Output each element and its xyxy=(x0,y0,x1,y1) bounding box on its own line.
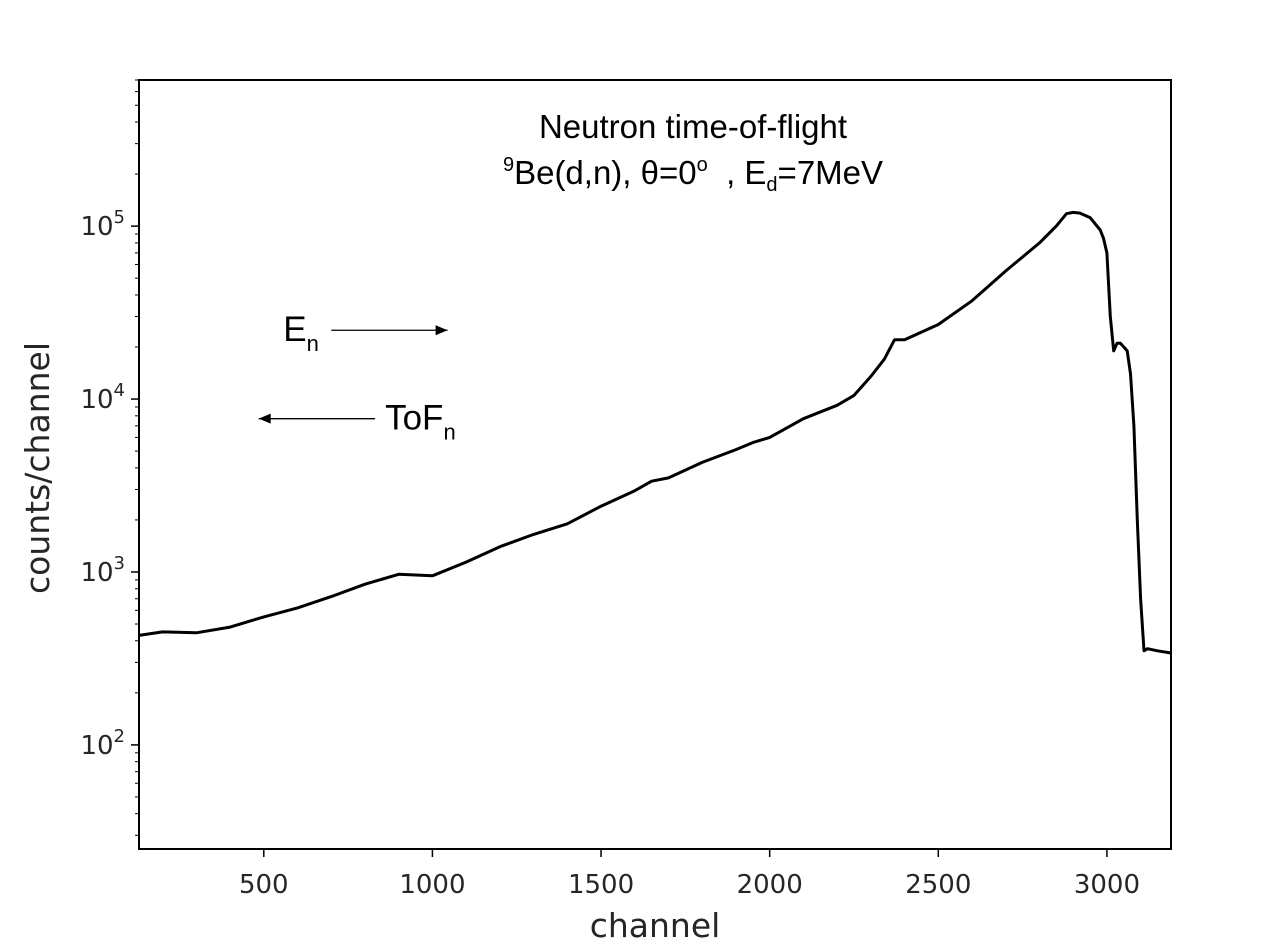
x-tick-label: 500 xyxy=(239,870,289,900)
y-tick-exponent: 3 xyxy=(114,553,125,574)
y-tick-exponent: 5 xyxy=(114,207,125,228)
annotation-subscript: n xyxy=(307,331,319,356)
x-tick-label: 2000 xyxy=(737,870,803,900)
y-axis-label: counts/channel xyxy=(18,342,57,594)
y-axis-minor-ticks xyxy=(135,79,139,836)
y-tick-label: 103 xyxy=(80,553,125,588)
title-beam-subscript: d xyxy=(766,174,777,196)
y-tick-exponent: 4 xyxy=(114,380,125,401)
annotation-subscript: n xyxy=(443,420,455,445)
x-tick-label: 3000 xyxy=(1074,870,1140,900)
x-tick-label: 2500 xyxy=(905,870,971,900)
title-beam-energy: =7MeV xyxy=(778,154,883,191)
y-tick-label: 104 xyxy=(80,380,125,415)
x-tick-label: 1000 xyxy=(399,870,465,900)
y-tick-label: 102 xyxy=(80,726,125,761)
y-tick-base: 10 xyxy=(80,731,113,761)
x-tick-label: 1500 xyxy=(568,870,634,900)
y-tick-exponent: 2 xyxy=(114,726,125,747)
title-mass-number: 9 xyxy=(503,154,514,176)
series-group xyxy=(138,210,1172,655)
y-tick-base: 10 xyxy=(80,558,113,588)
y-tick-base: 10 xyxy=(80,385,113,415)
annotation-arrow-head xyxy=(258,413,271,424)
annotation-main-text: E xyxy=(283,310,306,349)
x-axis-ticks: 500 1000 1500 2000 2500 3000 xyxy=(239,849,1140,900)
title-degree: o xyxy=(697,154,708,176)
annotation-arrow-head xyxy=(435,325,448,336)
annotation-label-e: En xyxy=(283,310,319,356)
annotation-label-tof: ToFn xyxy=(385,399,456,445)
annotation-main-text: ToF xyxy=(385,399,443,438)
y-tick-label: 105 xyxy=(80,207,125,242)
title-reaction: Be(d,n), θ=0 xyxy=(514,154,697,191)
chart-title-line1: Neutron time-of-flight xyxy=(539,108,847,145)
plot-frame xyxy=(138,79,1172,850)
title-separator: , E xyxy=(708,154,767,191)
series-line-spectrum xyxy=(138,210,1172,655)
x-axis-label: channel xyxy=(590,906,721,945)
y-tick-base: 10 xyxy=(80,212,113,242)
chart-title-line2: 9Be(d,n), θ=0o , Ed=7MeV xyxy=(503,154,883,196)
